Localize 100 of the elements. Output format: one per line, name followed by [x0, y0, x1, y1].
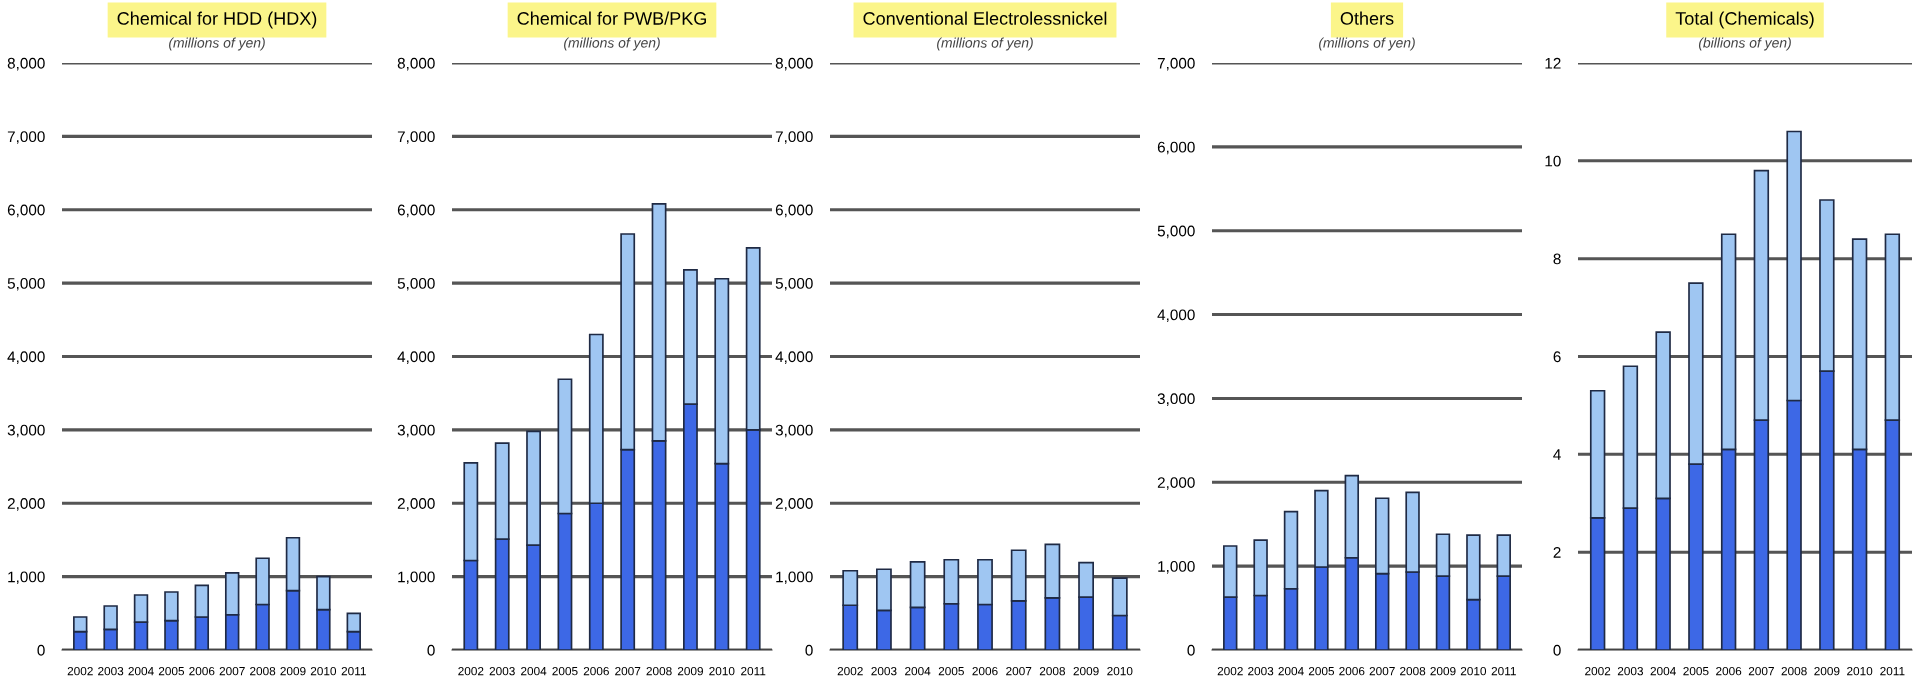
x-tick-label: 2004	[521, 666, 547, 676]
x-tick-label: 2004	[128, 666, 154, 676]
x-tick-label: 2008	[1781, 666, 1807, 676]
x-tick-label: 2011	[341, 666, 366, 676]
y-tick-label: 3,000	[1157, 393, 1195, 406]
y-tick-label: 8,000	[7, 57, 45, 71]
y-tick-label: 5,000	[7, 277, 45, 291]
y-tick-label: 8,000	[775, 57, 813, 71]
y-tick-label: 0	[427, 644, 435, 656]
x-tick-label: 2007	[1369, 666, 1395, 676]
x-tick-label: 2010	[1847, 666, 1873, 676]
x-tick-label: 2006	[972, 666, 998, 676]
x-tick-label: 2002	[67, 666, 93, 676]
chart-subtitle: (millions of yen)	[1319, 37, 1415, 51]
x-tick-label: 2004	[905, 666, 931, 676]
x-tick-label: 2009	[1814, 666, 1840, 676]
x-tick-label: 2004	[1650, 666, 1676, 676]
x-tick-label: 2004	[1278, 666, 1304, 676]
chart-title: Others	[1340, 11, 1394, 25]
y-tick-label: 6,000	[7, 204, 45, 218]
chart-title: Total (Chemicals)	[1675, 11, 1814, 29]
y-tick-label: 4	[1553, 449, 1561, 460]
chart-title: Conventional Electrolessnickel	[863, 11, 1107, 25]
x-tick-label: 2006	[1716, 666, 1742, 676]
x-tick-label: 2008	[1400, 666, 1426, 676]
x-tick-label: 2002	[1585, 666, 1611, 676]
x-tick-label: 2011	[1491, 666, 1516, 676]
y-tick-label: 6,000	[1157, 141, 1195, 155]
y-tick-label: 0	[1553, 644, 1561, 656]
y-tick-label: 4,000	[397, 351, 435, 364]
chart-title: Chemical for HDD (HDX)	[117, 11, 317, 29]
chart-subtitle: (millions of yen)	[169, 37, 265, 51]
x-tick-label: 2003	[1248, 666, 1274, 676]
x-tick-label: 2008	[646, 666, 672, 676]
y-tick-label: 2,000	[7, 498, 45, 511]
y-tick-label: 6	[1553, 351, 1561, 363]
x-tick-label: 2006	[1339, 666, 1365, 676]
y-tick-label: 7,000	[1157, 57, 1195, 71]
x-tick-label: 2005	[1308, 666, 1335, 676]
y-tick-label: 10	[1545, 155, 1561, 167]
x-tick-label: 2010	[1107, 666, 1133, 676]
y-tick-label: 7,000	[775, 131, 813, 144]
x-tick-label: 2009	[280, 666, 306, 676]
y-tick-label: 2,000	[775, 498, 813, 511]
y-tick-label: 4,000	[7, 351, 45, 364]
x-tick-label: 2009	[1073, 666, 1099, 676]
chart-subtitle: (billions of yen)	[1698, 37, 1791, 51]
y-tick-label: 8	[1553, 253, 1561, 265]
x-tick-label: 2007	[219, 666, 245, 676]
y-tick-label: 7,000	[397, 131, 435, 144]
x-tick-label: 2007	[1006, 666, 1032, 676]
y-tick-label: 2	[1553, 547, 1561, 558]
x-tick-label: 2010	[310, 666, 337, 676]
x-tick-label: 2008	[1039, 666, 1066, 676]
y-tick-label: 5,000	[397, 277, 435, 291]
y-tick-label: 0	[805, 644, 813, 656]
x-tick-label: 2006	[583, 666, 609, 676]
x-tick-label: 2010	[709, 666, 735, 676]
y-tick-label: 3,000	[775, 424, 813, 438]
x-tick-label: 2002	[458, 666, 484, 676]
y-tick-label: 12	[1545, 57, 1561, 69]
x-tick-label: 2007	[615, 666, 641, 676]
y-tick-label: 2,000	[1157, 477, 1195, 490]
x-tick-label: 2010	[1460, 666, 1487, 676]
x-tick-label: 2003	[98, 666, 124, 676]
y-tick-label: 1,000	[776, 571, 813, 585]
y-tick-label: 4,000	[775, 351, 813, 364]
x-tick-label: 2002	[1217, 666, 1243, 676]
y-tick-label: 1,000	[8, 571, 45, 585]
y-tick-label: 0	[1187, 644, 1195, 656]
x-tick-label: 2008	[250, 666, 276, 676]
y-tick-label: 7,000	[7, 131, 45, 144]
chart-subtitle: (millions of yen)	[937, 37, 1033, 51]
y-tick-label: 6,000	[775, 204, 813, 218]
x-tick-label: 2005	[552, 666, 578, 676]
x-tick-label: 2009	[1430, 666, 1456, 676]
x-tick-label: 2006	[189, 666, 215, 676]
x-tick-label: 2005	[1683, 666, 1709, 676]
y-tick-label: 5,000	[775, 277, 813, 291]
y-tick-label: 0	[37, 644, 45, 656]
x-tick-label: 2002	[837, 666, 863, 676]
x-tick-label: 2003	[489, 666, 515, 676]
y-tick-label: 5,000	[1157, 225, 1195, 239]
y-tick-label: 8,000	[397, 57, 435, 71]
x-tick-label: 2007	[1748, 666, 1774, 676]
x-tick-label: 2011	[1880, 666, 1905, 676]
x-tick-label: 2005	[158, 666, 185, 676]
y-tick-label: 4,000	[1157, 309, 1195, 323]
x-tick-label: 2003	[1617, 666, 1644, 676]
x-tick-label: 2009	[677, 666, 703, 676]
y-tick-label: 1,000	[398, 571, 435, 585]
y-tick-label: 2,000	[397, 498, 435, 511]
x-tick-label: 2003	[871, 666, 897, 676]
y-tick-label: 3,000	[397, 424, 435, 438]
x-tick-label: 2005	[938, 666, 964, 676]
y-tick-label: 1,000	[1158, 561, 1195, 574]
x-tick-label: 2011	[741, 666, 766, 676]
y-tick-label: 6,000	[397, 204, 435, 218]
y-tick-label: 3,000	[7, 424, 45, 438]
chart-subtitle: (millions of yen)	[564, 37, 660, 51]
